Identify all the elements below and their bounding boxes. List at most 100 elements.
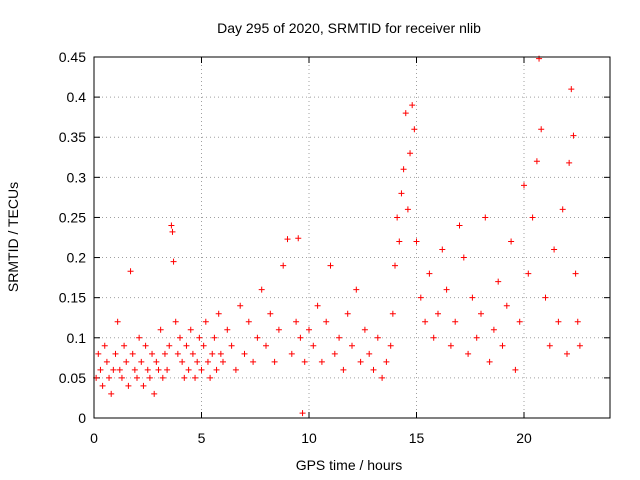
data-point — [566, 159, 573, 166]
data-point — [192, 374, 199, 381]
x-tick-label: 20 — [516, 430, 532, 446]
data-point — [525, 270, 532, 277]
data-point — [215, 310, 222, 317]
data-point — [142, 342, 149, 349]
y-tick-label: 0.35 — [59, 129, 86, 145]
data-point — [340, 366, 347, 373]
data-point — [101, 342, 108, 349]
data-point — [185, 366, 192, 373]
data-point — [533, 158, 540, 165]
data-point — [196, 334, 203, 341]
data-point — [254, 334, 261, 341]
data-point — [411, 126, 418, 133]
data-point — [357, 358, 364, 365]
data-point — [170, 258, 177, 265]
x-tick-label: 0 — [90, 430, 98, 446]
data-point — [327, 262, 334, 269]
x-tick-label: 5 — [198, 430, 206, 446]
data-point — [220, 358, 226, 365]
data-point — [271, 358, 278, 365]
data-point — [389, 310, 396, 317]
data-point — [267, 310, 274, 317]
y-axis-label: SRMTID / TECUs — [5, 182, 21, 292]
data-point — [153, 358, 160, 365]
data-point — [189, 350, 196, 357]
data-point — [297, 334, 304, 341]
data-point — [114, 318, 121, 325]
data-point — [138, 358, 145, 365]
data-point — [396, 238, 403, 245]
data-point — [194, 358, 201, 365]
data-point — [213, 366, 220, 373]
data-point — [529, 214, 536, 221]
data-point — [568, 86, 575, 93]
data-point — [187, 326, 194, 333]
data-point — [284, 236, 291, 243]
data-point — [209, 350, 216, 357]
data-point — [400, 166, 407, 173]
y-tick-label: 0.15 — [59, 290, 86, 306]
data-point — [482, 214, 489, 221]
data-point — [331, 350, 338, 357]
data-point — [181, 374, 188, 381]
data-point — [161, 350, 168, 357]
data-point — [413, 238, 420, 245]
data-point — [398, 190, 405, 197]
data-point — [106, 374, 113, 381]
data-point — [237, 302, 244, 309]
data-point — [136, 334, 143, 341]
data-point — [551, 246, 558, 253]
data-point — [263, 342, 269, 349]
data-point — [123, 358, 130, 365]
grid — [94, 57, 610, 418]
data-point — [402, 110, 409, 117]
data-point — [542, 294, 549, 301]
data-point — [439, 246, 446, 253]
data-point — [288, 350, 295, 357]
data-point — [198, 366, 205, 373]
data-point — [103, 358, 110, 365]
data-point — [131, 366, 138, 373]
data-point — [159, 374, 166, 381]
data-point — [407, 150, 414, 157]
plot-frame — [93, 56, 611, 419]
x-tick-label: 10 — [301, 430, 317, 446]
data-point — [574, 318, 581, 325]
y-axis-ticks: 0 0.05 0.1 0.15 0.2 0.25 0.3 0.35 0.4 0.45 — [59, 49, 610, 426]
data-point — [202, 318, 209, 325]
data-points — [93, 55, 583, 417]
y-tick-label: 0.45 — [59, 49, 86, 65]
data-point — [512, 366, 519, 373]
data-point — [301, 358, 308, 365]
data-point — [118, 374, 125, 381]
data-point — [430, 334, 437, 341]
data-point — [280, 262, 287, 269]
data-point — [516, 318, 523, 325]
y-tick-label: 0.4 — [67, 89, 87, 105]
data-point — [353, 286, 360, 293]
data-point — [422, 318, 429, 325]
data-point — [183, 342, 190, 349]
data-point — [460, 254, 467, 261]
data-point — [121, 342, 128, 349]
data-point — [564, 350, 570, 357]
data-point — [404, 206, 411, 213]
data-point — [383, 358, 390, 365]
y-tick-label: 0 — [78, 410, 86, 426]
data-point — [409, 102, 416, 109]
y-tick-label: 0.1 — [67, 330, 87, 346]
data-point — [570, 132, 577, 139]
data-point — [275, 326, 282, 333]
data-point — [295, 235, 302, 242]
data-point — [469, 294, 476, 301]
data-point — [521, 182, 527, 189]
data-point — [149, 350, 156, 357]
data-point — [95, 350, 102, 357]
data-point — [129, 350, 136, 357]
data-point — [310, 342, 317, 349]
data-point — [224, 326, 231, 333]
data-point — [151, 390, 158, 397]
data-point — [112, 350, 119, 357]
data-point — [323, 318, 330, 325]
